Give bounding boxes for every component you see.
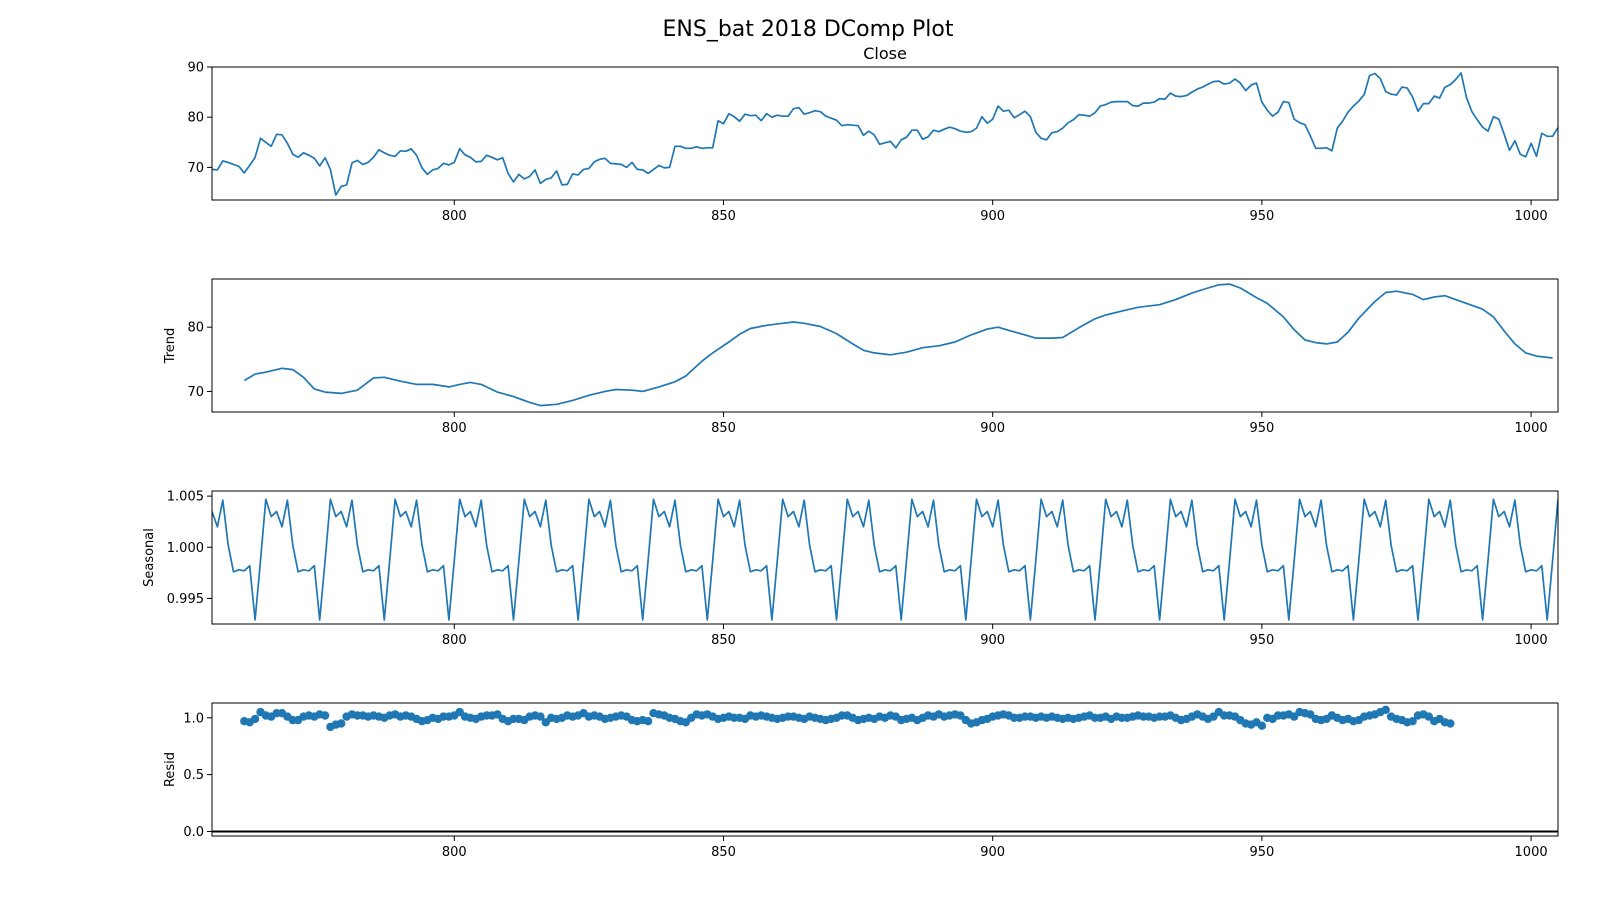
x-tick-label: 950: [1249, 421, 1274, 436]
y-axis-label: Trend: [163, 328, 178, 365]
x-tick-label: 800: [442, 633, 467, 648]
y-tick-label: 1.0: [183, 711, 204, 726]
x-tick-label: 850: [711, 421, 736, 436]
axes-frame: [211, 490, 1559, 625]
seasonal-line: [212, 498, 1558, 621]
y-tick-label: 80: [187, 321, 204, 336]
x-tick-label: 900: [980, 845, 1005, 860]
y-tick-label: 70: [187, 385, 204, 400]
axes-frame: [211, 66, 1559, 201]
x-tick-label: 1000: [1515, 633, 1548, 648]
resid-point: [536, 712, 545, 721]
x-tick-label: 800: [442, 845, 467, 860]
x-tick-label: 850: [711, 209, 736, 224]
panel-3: 800 850 900 950 1000 0.995 1.000 1.005 Seasonal: [142, 490, 1559, 648]
resid-point: [1446, 719, 1455, 728]
x-tick-label: 800: [442, 209, 467, 224]
x-tick-label: 1000: [1515, 421, 1548, 436]
x-tick-label: 900: [980, 209, 1005, 224]
resid-point: [320, 711, 330, 720]
resid-point: [1408, 717, 1417, 726]
y-tick-label: 0.0: [183, 825, 204, 840]
x-tick-label: 950: [1249, 633, 1274, 648]
trend-line: [243, 283, 1553, 407]
y-tick-label: 1.005: [167, 490, 204, 505]
close-line: [212, 72, 1558, 196]
x-tick-label: 900: [980, 633, 1005, 648]
y-tick-label: 0.5: [183, 768, 204, 783]
x-tick-label: 800: [442, 421, 467, 436]
y-tick-label: 0.995: [167, 592, 204, 607]
x-tick-label: 1000: [1515, 209, 1548, 224]
resid-point: [643, 717, 653, 726]
series-group: [243, 283, 1553, 407]
x-tick-label: 1000: [1515, 845, 1548, 860]
x-tick-label: 850: [711, 633, 736, 648]
resid-point: [250, 714, 260, 724]
panels: 800 850 900 950 1000 70 80 90 Close 800 850 900 950 1…: [142, 44, 1559, 860]
panel-2: 800 850 900 950 1000 70 80 Trend: [163, 278, 1559, 436]
resid-point: [1381, 705, 1390, 714]
figure-title: ENS_bat 2018 DComp Plot: [663, 17, 954, 42]
series-group: [212, 498, 1558, 621]
panel-title: Close: [863, 44, 907, 63]
y-tick-label: 90: [187, 61, 204, 76]
y-tick-label: 80: [187, 111, 204, 126]
resid-point: [337, 719, 346, 728]
series-group: [212, 705, 1558, 833]
series-group: [212, 72, 1558, 196]
axes-frame: [211, 278, 1559, 413]
y-axis-label: Resid: [163, 752, 178, 787]
y-axis-label: Seasonal: [142, 528, 157, 587]
x-tick-label: 950: [1249, 209, 1274, 224]
axes-frame: [211, 702, 1559, 837]
x-tick-label: 950: [1249, 845, 1274, 860]
panel-4: 800 850 900 950 1000 0.0 0.5 1.0 Resid: [163, 702, 1559, 860]
x-tick-label: 850: [711, 845, 736, 860]
y-tick-label: 70: [187, 161, 204, 176]
resid-point: [1257, 721, 1267, 730]
panel-1: 800 850 900 950 1000 70 80 90 Close: [187, 44, 1559, 224]
y-tick-label: 1.000: [167, 541, 204, 556]
x-tick-label: 900: [980, 421, 1005, 436]
